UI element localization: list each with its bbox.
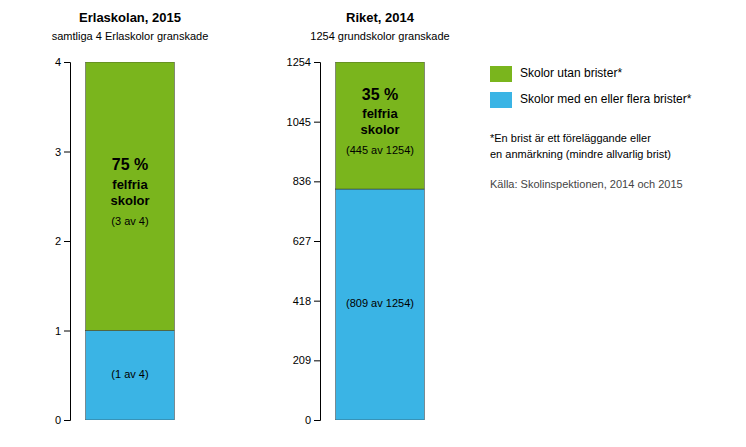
tick-label: 1 (55, 325, 61, 337)
bar-segment (336, 62, 425, 189)
labels: (809 av 1254) 35 % felfriaskolor (445 av 12… (346, 86, 414, 310)
tick-mark (314, 62, 320, 63)
y-tick: 627 (293, 235, 320, 247)
bar-segment (336, 189, 425, 420)
chart-1: Riket, 2014 1254 grundskolor granskade 0 20… (287, 10, 450, 426)
chart-subtitle: samtliga 4 Erlaskolor granskade (52, 30, 209, 42)
y-tick: 1 (55, 325, 70, 337)
tick-label: 0 (305, 414, 311, 426)
tick-mark (64, 331, 70, 332)
annotation: felfria (112, 177, 148, 192)
tick-label: 0 (55, 414, 61, 426)
legend-label: Skolor utan brister* (520, 66, 622, 80)
tick-label: 2 (55, 235, 61, 247)
data-label: (3 av 4) (111, 215, 148, 227)
y-axis: 0 1 2 3 4 (55, 56, 71, 426)
tick-label: 1254 (287, 56, 311, 68)
tick-mark (314, 181, 320, 182)
data-label: (1 av 4) (111, 368, 148, 380)
tick-mark (64, 152, 70, 153)
chart-title: Riket, 2014 (346, 10, 415, 25)
annotation: 35 % (362, 86, 398, 103)
tick-mark (64, 62, 70, 63)
y-tick: 836 (293, 175, 320, 187)
footnote: en anmärkning (mindre allvarlig brist) (490, 148, 671, 160)
chart-subtitle: 1254 grundskolor granskade (310, 30, 449, 42)
tick-label: 418 (293, 295, 311, 307)
tick-label: 209 (293, 354, 311, 366)
bars (336, 62, 425, 420)
legend-swatch (490, 66, 512, 82)
y-tick: 418 (293, 295, 320, 307)
tick-mark (64, 420, 70, 421)
y-tick: 209 (293, 354, 320, 366)
tick-mark (314, 420, 320, 421)
tick-label: 3 (55, 146, 61, 158)
y-tick: 1254 (287, 56, 320, 68)
bar-segment (86, 62, 175, 331)
tick-mark (64, 241, 70, 242)
data-label: (809 av 1254) (346, 297, 414, 309)
tick-label: 4 (55, 56, 61, 68)
y-tick: 0 (305, 414, 320, 426)
tick-label: 627 (293, 235, 311, 247)
chart-title: Erlaskolan, 2015 (79, 10, 181, 25)
annotation: skolor (360, 122, 399, 137)
legend-item: Skolor med en eller flera brister* (490, 92, 692, 108)
tick-mark (314, 122, 320, 123)
source: Källa: Skolinspektionen, 2014 och 2015 (490, 178, 683, 190)
y-axis: 0 209 418 627 836 1045 1254 (287, 56, 321, 426)
tick-mark (314, 241, 320, 242)
chart-canvas: Erlaskolan, 2015 samtliga 4 Erlaskolor gr… (0, 0, 746, 447)
tick-label: 1045 (287, 116, 311, 128)
tick-mark (314, 301, 320, 302)
legend: Skolor utan brister* Skolor med en eller … (490, 66, 692, 108)
y-tick: 2 (55, 235, 70, 247)
footnote: *En brist är ett föreläggande eller (490, 132, 651, 144)
y-axis-line (64, 63, 71, 421)
tick-label: 836 (293, 175, 311, 187)
chart-0: Erlaskolan, 2015 samtliga 4 Erlaskolor gr… (52, 10, 209, 426)
labels: (1 av 4) 75 % felfriaskolor (3 av 4) (110, 156, 149, 380)
bars (86, 62, 175, 420)
legend-item: Skolor utan brister* (490, 66, 622, 82)
y-tick: 0 (55, 414, 70, 426)
data-label: (445 av 1254) (346, 144, 414, 156)
legend-label: Skolor med en eller flera brister* (520, 92, 692, 106)
tick-mark (314, 360, 320, 361)
annotation: skolor (110, 193, 149, 208)
y-tick: 1045 (287, 116, 320, 128)
annotation: 75 % (112, 156, 148, 173)
annotation: felfria (362, 106, 398, 121)
y-axis-line (314, 63, 321, 421)
bar-segment (86, 331, 175, 421)
y-tick: 4 (55, 56, 70, 68)
legend-swatch (490, 92, 512, 108)
y-tick: 3 (55, 146, 70, 158)
